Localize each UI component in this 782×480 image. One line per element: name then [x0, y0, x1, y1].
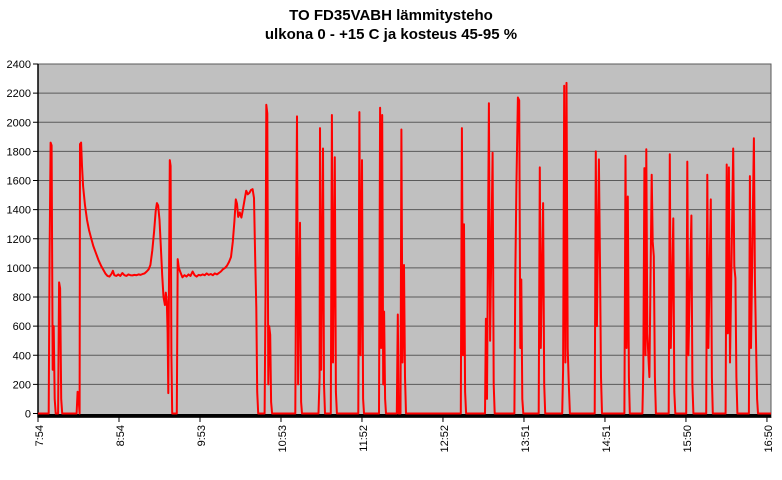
y-axis-label: 1400 [7, 205, 31, 217]
y-axis-label: 1800 [7, 146, 31, 158]
y-axis-label: 400 [13, 350, 31, 362]
y-axis-label: 0 [25, 409, 31, 421]
x-axis-label: 9:53 [196, 425, 208, 446]
x-axis-label: 8:54 [115, 425, 127, 446]
y-axis-label: 1600 [7, 176, 31, 188]
chart-title: TO FD35VABH lämmitysteho [289, 7, 493, 24]
y-axis-label: 200 [13, 379, 31, 391]
y-axis-label: 800 [13, 292, 31, 304]
x-axis-label: 16:50 [763, 425, 775, 453]
series-line-lammitysteho [38, 81, 771, 415]
y-axis-label: 2200 [7, 88, 31, 100]
x-axis-label: 11:52 [358, 425, 370, 452]
y-axis-label: 2400 [7, 59, 31, 71]
y-axis-label: 600 [13, 321, 31, 333]
chart-subtitle: ulkona 0 - +15 C ja kosteus 45-95 % [264, 26, 518, 43]
y-axis-label: 1200 [7, 234, 31, 246]
x-axis-label: 14:51 [601, 425, 613, 453]
x-axis-label: 7:54 [34, 425, 46, 446]
x-axis-label: 10:53 [277, 425, 289, 453]
x-axis-label: 13:51 [520, 425, 532, 453]
x-axis-label: 15:50 [682, 425, 694, 453]
y-axis-label: 1000 [7, 263, 31, 275]
y-axis-label: 2000 [7, 117, 31, 129]
x-axis-label: 12:52 [439, 425, 451, 453]
x-axis-line [38, 414, 771, 418]
